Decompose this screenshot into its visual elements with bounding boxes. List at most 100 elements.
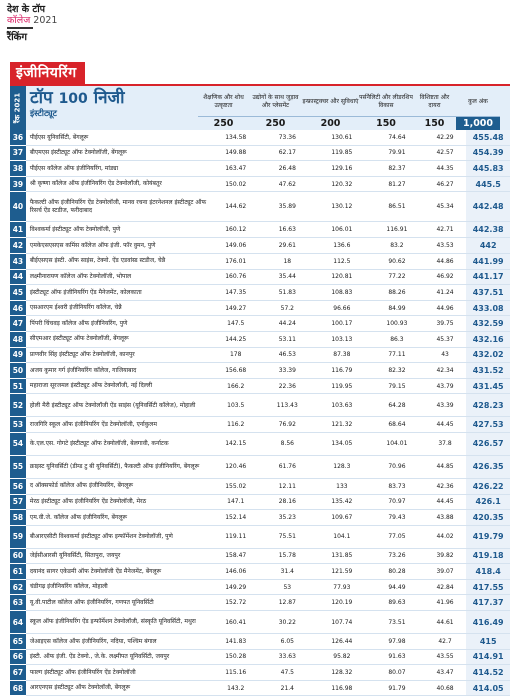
institute-name: होली मैरी इंस्टीट्यूट ऑफ टेक्नोलॉजी ऐंड … [29, 401, 196, 409]
column-label: विशिष्टता और दायरा [419, 94, 450, 109]
personality-score: 73.26 [388, 552, 406, 560]
personality-score: 88.26 [388, 288, 406, 296]
industry-score: 18 [283, 257, 292, 265]
industry-score: 31.4 [280, 568, 294, 576]
column-header-academic: शैक्षणिक और शोध उत्कृष्टता 250 [198, 86, 249, 130]
distinctiveness-score: 39.75 [436, 320, 454, 328]
infrastructure-score: 135.42 [331, 498, 353, 506]
rank-cell: 68 [10, 680, 26, 696]
rank-cell: 43 [10, 253, 26, 270]
total-score: 441.17 [466, 269, 510, 285]
personality-score: 82.37 [388, 164, 406, 172]
rank-cell: 55 [10, 455, 26, 479]
academic-score: 156.68 [225, 366, 247, 374]
rank-cell: 37 [10, 145, 26, 162]
industry-score: 75.51 [278, 533, 296, 541]
institute-name: बीएमएस इंस्टीट्यूट ऑफ टेक्नोलॉजी, बेंगलू… [29, 149, 127, 157]
industry-score: 51.83 [278, 288, 296, 296]
personality-score: 91.79 [388, 684, 406, 692]
rank-cell: 56 [10, 478, 26, 495]
table-row: 43 बीईएसएस इंस्टी. ऑफ साइंस, टेक्नो. ऐंड … [10, 253, 510, 270]
personality-score: 94.49 [388, 583, 406, 591]
rank-cell: 63 [10, 595, 26, 612]
infrastructure-score: 106.01 [331, 226, 353, 234]
infrastructure-score: 136.6 [333, 241, 351, 249]
academic-score: 116.2 [227, 421, 245, 429]
personality-score: 116.91 [386, 226, 408, 234]
rank-column-header: रैंक 2021 [10, 86, 26, 130]
rank-cell: 59 [10, 525, 26, 549]
infrastructure-score: 103.63 [331, 401, 353, 409]
total-score: 427.53 [466, 417, 510, 432]
personality-score: 77.11 [388, 351, 406, 359]
industry-score: 35.23 [278, 513, 296, 521]
distinctiveness-score: 44.96 [436, 304, 454, 312]
table-row: 60 जेईसीआरसी यूनिवर्सिटी, सितापुरा, जयपुर… [10, 548, 510, 565]
industry-score: 12.11 [278, 482, 296, 490]
total-score: 432.02 [466, 347, 510, 363]
table-row: 48 सीएमआर इंस्टीट्यूट ऑफ टेक्नोलॉजी, बेंग… [10, 331, 510, 348]
infrastructure-score: 120.81 [331, 273, 353, 281]
rank-year-label: रैंक 2021 [13, 92, 22, 124]
institute-name: फैकल्टी ऑफ इंजीनियरिंग ऐंड टेक्नोलॉजी, म… [29, 199, 207, 214]
institute-name: पीईएस यूनिवर्सिटी, बेंगलूरू [29, 133, 89, 141]
industry-score: 21.4 [280, 684, 294, 692]
ranking-table-body: 36 पीईएस यूनिवर्सिटी, बेंगलूरू 134.58 73.36… [10, 130, 510, 696]
distinctiveness-score: 42.36 [436, 482, 454, 490]
table-row: 36 पीईएस यूनिवर्सिटी, बेंगलूरू 134.58 73.36… [10, 130, 510, 146]
distinctiveness-score: 41.24 [436, 288, 454, 296]
table-row: 61 दयानंद सागर एकेडमी ऑफ टेक्नोलॉजी ऐंड म… [10, 564, 510, 580]
table-row: 68 आरएनएस इंस्टीट्यूट ऑफ टेक्नोलॉजी, बेंग… [10, 680, 510, 696]
academic-score: 166.2 [227, 382, 245, 390]
table-row: 57 मेरठ इंस्टीट्यूट ऑफ इंजीनियरिंग ऐंड टे… [10, 494, 510, 511]
rank-cell: 64 [10, 611, 26, 635]
total-score: 414.05 [466, 680, 510, 696]
distinctiveness-score: 37.8 [438, 440, 452, 448]
academic-score: 160.41 [225, 618, 247, 626]
header-divider [7, 27, 33, 29]
total-score: 419.79 [466, 525, 510, 548]
table-row: 63 यू.वी.पाटील कॉलेज ऑफ इंजीनियरिंग, गणपत… [10, 595, 510, 612]
industry-score: 15.78 [278, 552, 296, 560]
column-max: 250 [198, 116, 249, 130]
distinctiveness-score: 43.55 [436, 653, 454, 661]
industry-score: 6.05 [280, 637, 294, 645]
academic-score: 147.1 [227, 498, 245, 506]
academic-score: 119.11 [225, 533, 247, 541]
column-header-total: कुल अंक 1,000 [456, 86, 500, 130]
industry-score: 33.39 [278, 366, 296, 374]
total-score: 426.57 [466, 432, 510, 455]
infrastructure-score: 108.83 [331, 288, 353, 296]
total-score: 419.18 [466, 548, 510, 564]
institute-name: लक्ष्मीनारायण कॉलेज ऑफ टेक्नोलॉजी, भोपाल [29, 273, 132, 281]
industry-score: 61.76 [278, 463, 296, 471]
category-banner: इंजीनियरिंग [10, 62, 85, 84]
total-score: 417.37 [466, 595, 510, 611]
distinctiveness-score: 44.02 [436, 533, 454, 541]
infrastructure-score: 130.61 [331, 133, 353, 141]
table-row: 67 फाल्ग इंस्टीट्यूट ऑफ इंजीनियरिंग ऐंड ट… [10, 665, 510, 681]
table-row: 40 फैकल्टी ऑफ इंजीनियरिंग ऐंड टेक्नोलॉजी,… [10, 192, 510, 223]
distinctiveness-score: 46.27 [436, 180, 454, 188]
industry-score: 22.36 [278, 382, 296, 390]
table-row: 66 इंस्टी. ऑफ इंजी. ऐंड टेक्नो., जे.के. ल… [10, 649, 510, 666]
column-max: 1,000 [456, 116, 500, 130]
institute-name: राजगिरि स्कूल ऑफ इंजीनियरिंग ऐंड टेक्नोल… [29, 420, 157, 428]
distinctiveness-score: 46.92 [436, 273, 454, 281]
industry-score: 73.36 [278, 133, 296, 141]
academic-score: 163.47 [225, 164, 247, 172]
personality-score: 80.07 [388, 669, 406, 677]
table-row: 52 होली मैरी इंस्टीट्यूट ऑफ टेक्नोलॉजी ऐं… [10, 394, 510, 418]
academic-score: 150.28 [225, 653, 247, 661]
table-row: 65 जेआइएस कॉलेज ऑफ इंजीनियरिंग, नदिया, पश… [10, 634, 510, 650]
academic-score: 149.88 [225, 149, 247, 157]
rank-cell: 61 [10, 564, 26, 580]
infrastructure-score: 119.95 [331, 382, 353, 390]
institute-name: मेरठ इंस्टीट्यूट ऑफ इंजीनियरिंग ऐंड टेक्… [29, 498, 147, 506]
infrastructure-score: 103.13 [331, 335, 353, 343]
academic-score: 141.83 [225, 637, 247, 645]
header-year: 2021 [33, 15, 58, 26]
rank-cell: 53 [10, 417, 26, 433]
column-header-industry: उद्योगों के साथ जुड़ाव और प्लेसमेंट 250 [249, 86, 302, 130]
total-score: 426.35 [466, 455, 510, 478]
